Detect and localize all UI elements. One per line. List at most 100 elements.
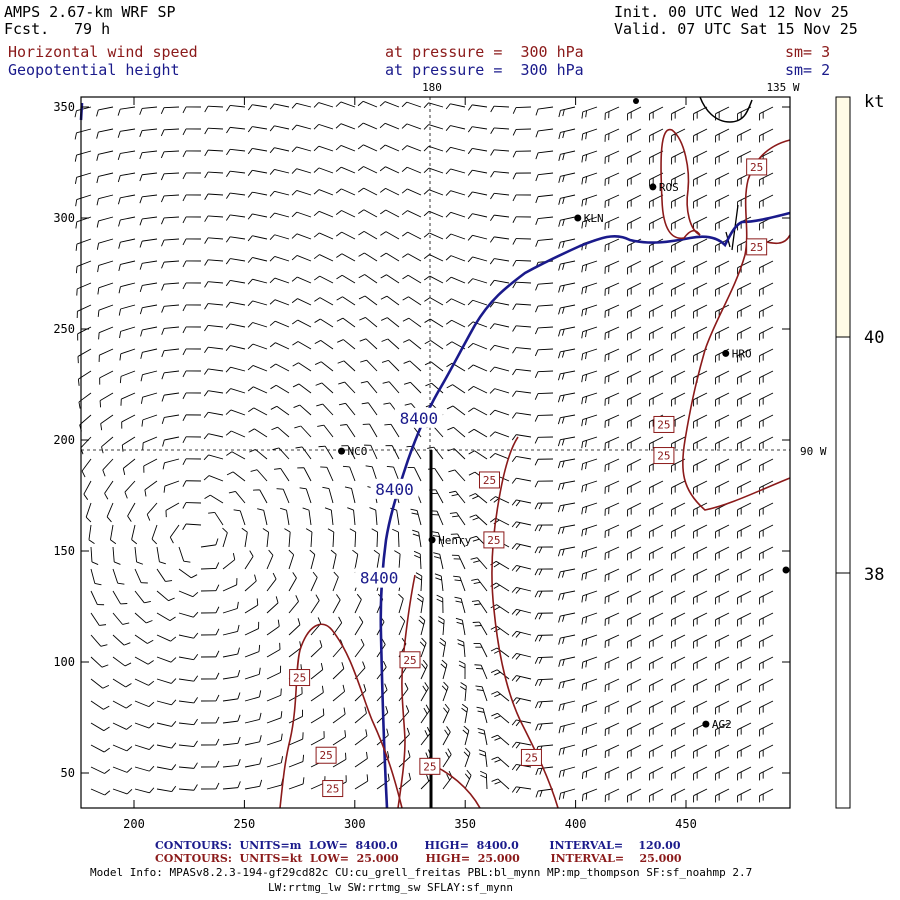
wind-barb <box>203 433 224 440</box>
wind-barb <box>316 403 334 416</box>
wind-barb <box>627 260 642 275</box>
plot-frame <box>80 96 791 809</box>
wind-barb <box>467 342 488 350</box>
wind-barb <box>473 643 488 658</box>
wind-barb <box>182 238 202 246</box>
wind-barb <box>649 128 664 143</box>
wind-barb <box>759 392 774 407</box>
wind-barb <box>468 407 488 416</box>
wind-barb <box>96 238 114 250</box>
y-tick-label: 100 <box>53 655 75 669</box>
wind-barb <box>693 172 708 187</box>
speed-label-box <box>746 158 768 176</box>
wind-barb <box>759 700 774 715</box>
wind-barb <box>581 392 598 405</box>
wind-barb <box>302 507 312 526</box>
wind-barb <box>511 477 532 484</box>
wind-barb <box>99 392 114 408</box>
wind-barb <box>469 493 488 504</box>
wind-barb <box>291 189 312 196</box>
colorbar-label: 40 <box>864 328 884 348</box>
wind-barb <box>649 502 664 517</box>
wind-barb <box>402 253 422 262</box>
wind-barb <box>335 231 356 240</box>
wind-barb <box>379 187 400 196</box>
wind-barb <box>162 458 180 470</box>
colorbar-unit: kt <box>864 92 884 112</box>
wind-barb <box>557 524 576 535</box>
wind-barb <box>310 731 325 746</box>
wind-barb <box>118 304 136 316</box>
wind-barb <box>423 254 444 262</box>
wind-barb <box>671 678 686 693</box>
wind-barb <box>627 546 642 561</box>
station-marker <box>722 349 730 357</box>
wind-barb <box>693 238 708 253</box>
wind-barb <box>604 612 620 626</box>
wind-barb <box>398 593 404 614</box>
wind-barb <box>737 282 752 297</box>
wind-barb <box>200 628 220 636</box>
wind-barb <box>671 128 686 143</box>
wind-barb <box>671 106 686 121</box>
wind-barb <box>358 209 378 218</box>
wind-barb <box>458 660 466 680</box>
wind-barb <box>401 188 422 196</box>
height-contour-labels: 8400 8400 8400 <box>355 407 443 588</box>
x-tick-label: 200 <box>123 817 145 831</box>
wind-barb <box>671 546 686 561</box>
wind-barb <box>649 568 664 583</box>
y-tick-label: 300 <box>53 211 75 225</box>
wind-barb <box>627 370 642 385</box>
wind-barb <box>354 706 367 724</box>
wind-barb <box>362 423 378 438</box>
wind-barb <box>737 348 752 363</box>
wind-barb <box>338 402 356 416</box>
wind-barb <box>336 253 356 262</box>
wind-barb <box>427 446 444 460</box>
wind-barb <box>693 590 708 605</box>
wind-barb <box>359 338 378 350</box>
wind-barb <box>759 194 774 209</box>
wind-barb <box>491 778 510 790</box>
wind-barb <box>671 524 686 539</box>
wind-barb <box>354 684 367 702</box>
wind-barb <box>511 412 532 419</box>
wind-barb <box>534 458 554 466</box>
wind-barb <box>512 194 532 202</box>
wind-barb <box>671 700 686 715</box>
wind-barb <box>318 445 334 460</box>
wind-barb <box>467 104 488 111</box>
wind-barb <box>512 390 532 397</box>
wind-barb <box>273 468 290 482</box>
wind-barb <box>759 282 774 297</box>
wind-barb <box>457 639 466 658</box>
speed-label-box <box>653 415 675 433</box>
wind-barb <box>90 744 110 753</box>
wind-barb <box>460 682 467 702</box>
wind-barb <box>222 759 241 768</box>
wind-barb <box>269 342 290 350</box>
wind-barb <box>581 172 598 185</box>
wind-barb <box>649 216 664 231</box>
wind-barb <box>163 480 180 493</box>
x-tick-label: 350 <box>454 817 476 831</box>
x-tick-label: 300 <box>344 817 366 831</box>
wind-barb <box>269 320 290 328</box>
wind-barb <box>379 166 400 174</box>
wind-barb <box>342 465 356 482</box>
wind-barb <box>671 634 686 649</box>
wind-barb <box>581 766 598 780</box>
wind-barb <box>401 101 422 108</box>
wind-barb <box>417 593 424 614</box>
wind-barb <box>122 458 136 476</box>
colorbar-label: 38 <box>864 565 884 585</box>
wind-barb <box>581 436 598 449</box>
wind-barb <box>558 238 576 249</box>
wind-barb <box>627 216 642 231</box>
wind-barb <box>291 276 312 284</box>
wind-barb <box>134 787 155 794</box>
wind-barb <box>124 480 136 499</box>
wind-barb <box>288 777 305 790</box>
wind-barb <box>512 347 532 354</box>
